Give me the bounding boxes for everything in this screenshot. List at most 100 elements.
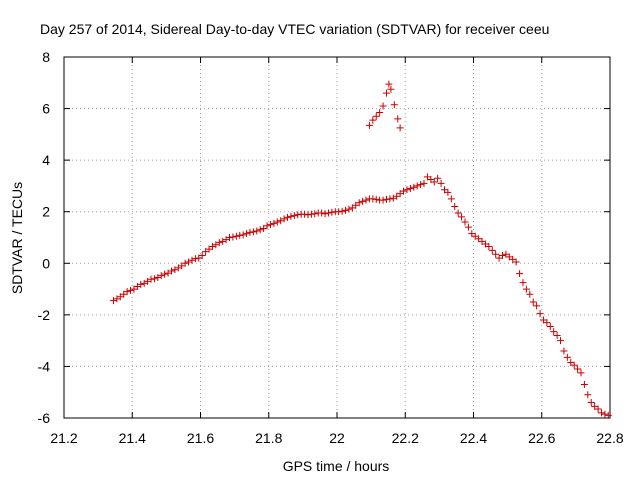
data-point: [362, 196, 370, 204]
data-point: [413, 182, 421, 190]
data-point: [580, 380, 588, 388]
data-point: [246, 228, 254, 236]
data-point: [597, 409, 605, 417]
x-tick-label: 21.6: [187, 430, 214, 446]
data-point: [553, 331, 561, 339]
data-point: [464, 223, 472, 231]
x-axis-label: GPS time / hours: [283, 458, 390, 474]
data-point: [307, 210, 315, 218]
y-tick-label: 2: [42, 204, 50, 220]
data-point: [270, 219, 278, 227]
x-tick-label: 22: [329, 430, 345, 446]
data-point: [123, 288, 131, 296]
y-tick-label: 0: [42, 255, 50, 271]
data-point: [328, 208, 336, 216]
data-point: [386, 195, 394, 203]
y-tick-label: -6: [38, 410, 51, 426]
data-point: [284, 213, 292, 221]
data-point: [577, 369, 585, 377]
data-point: [379, 102, 387, 110]
data-point: [273, 218, 281, 226]
data-point: [167, 267, 175, 275]
x-tick-label: 21.2: [50, 430, 77, 446]
data-point: [499, 252, 507, 260]
data-point: [417, 181, 425, 189]
y-axis-label: SDTVAR / TECUs: [9, 182, 25, 294]
data-point: [369, 195, 377, 203]
data-point: [451, 203, 459, 211]
data-point: [557, 337, 565, 345]
y-tick-label: -2: [38, 307, 51, 323]
data-point: [359, 197, 367, 205]
data-point: [587, 399, 595, 407]
data-point: [492, 250, 500, 258]
data-point: [249, 228, 257, 236]
axis-ticks: [63, 56, 611, 419]
data-point: [570, 361, 578, 369]
data-point: [396, 124, 404, 132]
data-point: [355, 199, 363, 207]
data-point: [277, 217, 285, 225]
data-point: [191, 255, 199, 263]
data-point: [229, 233, 237, 241]
data-point: [437, 179, 445, 187]
data-point: [243, 230, 251, 238]
data-point: [342, 206, 350, 214]
data-point: [301, 210, 309, 218]
x-tick-label: 21.8: [255, 430, 282, 446]
data-point: [430, 178, 438, 186]
data-point: [215, 239, 223, 247]
data-point: [379, 196, 387, 204]
data-point: [256, 226, 264, 234]
data-point: [522, 285, 530, 293]
chart-title: Day 257 of 2014, Sidereal Day-to-day VTE…: [40, 21, 549, 37]
data-point: [563, 353, 571, 361]
data-point: [594, 405, 602, 413]
data-point: [181, 259, 189, 267]
data-point: [403, 186, 411, 194]
data-point: [311, 210, 319, 218]
data-point: [266, 221, 274, 229]
data-point: [560, 347, 568, 355]
data-point: [188, 256, 196, 264]
data-point: [372, 195, 380, 203]
y-tick-label: -4: [38, 358, 51, 374]
data-point: [394, 115, 402, 123]
data-point: [387, 85, 395, 93]
data-point: [219, 237, 227, 245]
data-point: [536, 310, 544, 318]
data-point: [369, 116, 377, 124]
data-point: [488, 246, 496, 254]
data-point: [512, 258, 520, 266]
data-point: [550, 328, 558, 336]
data-point: [287, 212, 295, 220]
x-tick-label: 22.6: [528, 430, 555, 446]
data-point: [533, 302, 541, 310]
x-tick-label: 21.4: [119, 430, 146, 446]
y-tick-label: 8: [42, 49, 50, 65]
data-point: [161, 270, 169, 278]
data-point: [232, 232, 240, 240]
data-point: [382, 195, 390, 203]
grid: [64, 57, 610, 418]
data-point: [485, 243, 493, 251]
data-point: [335, 208, 343, 216]
data-point: [574, 365, 582, 373]
data-point: [338, 207, 346, 215]
data-point: [294, 211, 302, 219]
data-point: [280, 215, 288, 223]
data-point: [372, 112, 380, 120]
data-point: [546, 322, 554, 330]
data-point: [109, 297, 117, 305]
data-point: [529, 298, 537, 306]
data-point: [185, 258, 193, 266]
data-point: [236, 231, 244, 239]
data-point: [127, 286, 135, 294]
data-point: [137, 280, 145, 288]
data-point: [376, 108, 384, 116]
data-point: [454, 209, 462, 217]
data-point: [400, 187, 408, 195]
data-point: [365, 121, 373, 129]
data-point: [461, 218, 469, 226]
